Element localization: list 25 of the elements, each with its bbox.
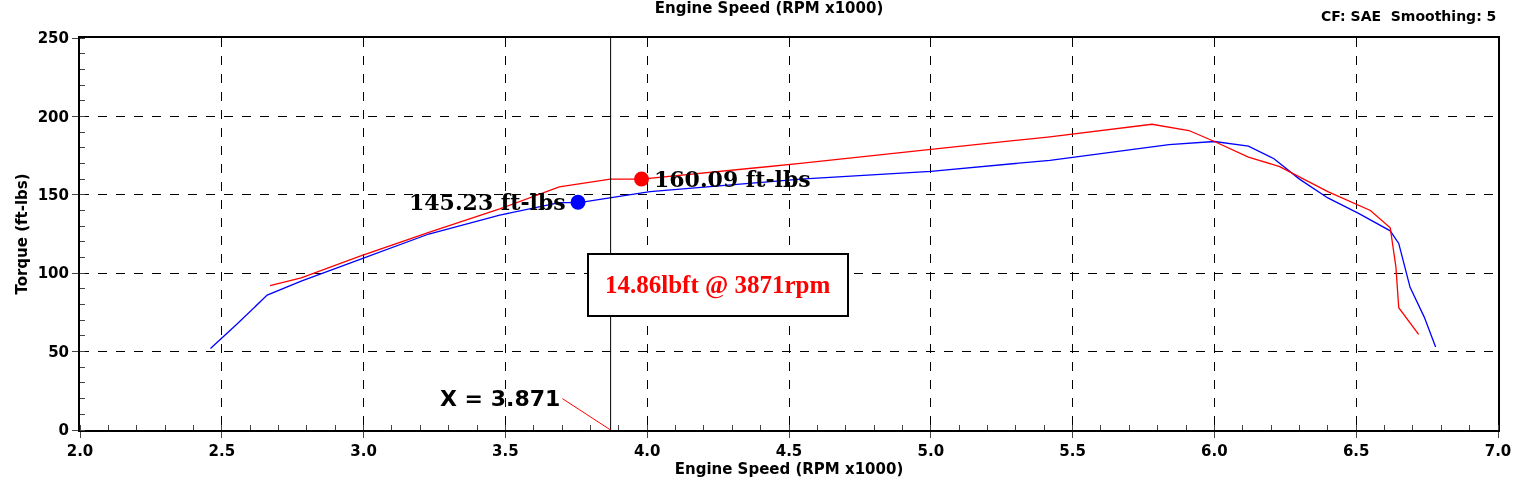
chart-title: Engine Speed (RPM x1000): [654, 0, 884, 17]
x-tick-label: 6.0: [1201, 442, 1228, 460]
ref-line-label: X = 3.871: [440, 386, 561, 411]
y-tick-label: 100: [37, 264, 69, 283]
y-tick-label: 0: [58, 421, 69, 440]
y-tick-label: 200: [37, 107, 69, 126]
line-series: [209, 140, 1437, 350]
y-tick-label: 250: [37, 29, 69, 48]
x-tick-label: 5.0: [917, 442, 945, 460]
x-tick-label: 6.5: [1342, 442, 1370, 460]
x-tick-label: 2.5: [208, 442, 236, 460]
y-tick-label: 50: [48, 342, 69, 361]
x-tick-label: 4.5: [775, 442, 803, 460]
x-axis-title: Engine Speed (RPM x1000): [674, 460, 904, 478]
annotation: 14.86lbft @ 3871rpm: [605, 271, 831, 299]
y-axis-title: Torque (ft-lbs): [13, 173, 32, 295]
x-tick-label: 3.5: [492, 442, 519, 460]
x-tick-label: 5.5: [1059, 442, 1086, 460]
text: CF: SAE Smoothing: 5: [1321, 8, 1497, 24]
y-tick-label: 150: [37, 186, 69, 205]
x-tick-label: 7.0: [1484, 442, 1512, 460]
x-tick-label: 4.0: [633, 442, 661, 460]
x-tick-label: 2.0: [66, 442, 94, 460]
line-series: [269, 123, 1420, 335]
x-tick-label: 3.0: [350, 442, 377, 460]
